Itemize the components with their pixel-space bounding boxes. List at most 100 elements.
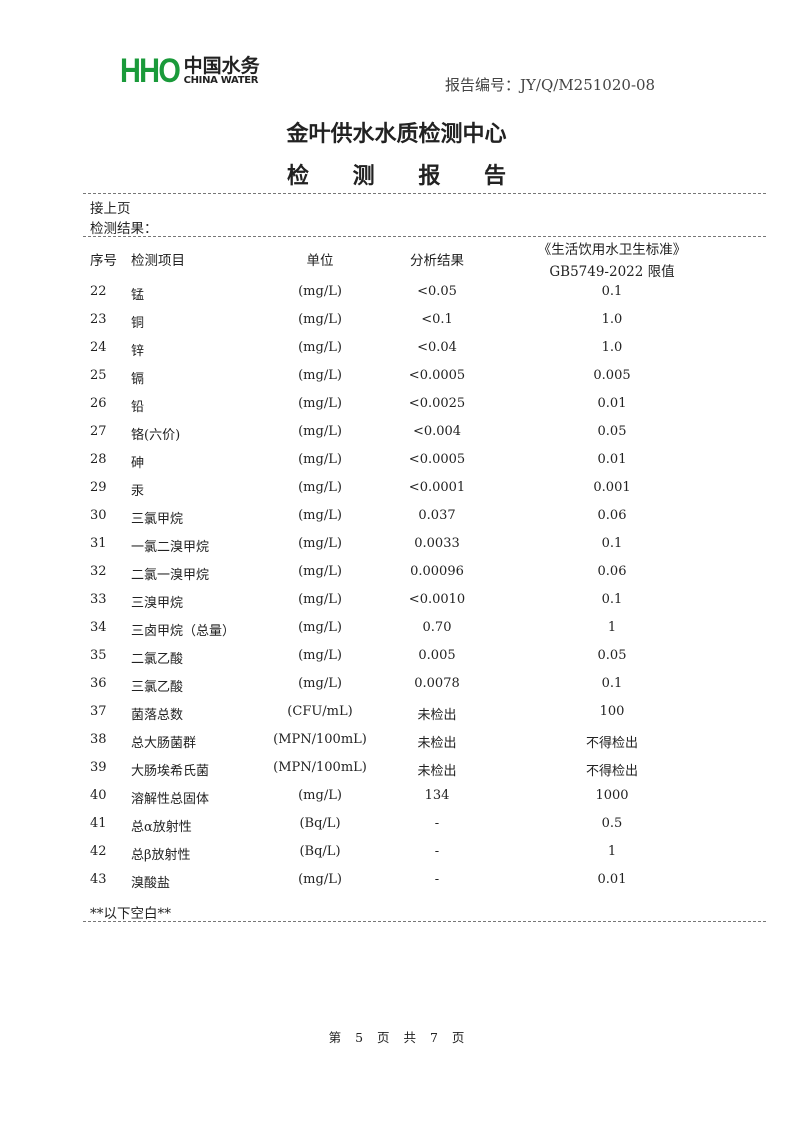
row-number: 43 [90, 872, 107, 887]
end-note: **以下空白** [90, 906, 171, 922]
row-result: 0.0033 [414, 536, 460, 551]
row-item: 汞 [131, 484, 145, 499]
row-unit: (MPN/100mL) [273, 732, 367, 747]
row-number: 42 [90, 844, 107, 859]
row-number: 33 [90, 592, 107, 607]
row-limit: 0.1 [601, 676, 623, 691]
row-number: 38 [90, 732, 107, 747]
row-item: 一氯二溴甲烷 [131, 540, 210, 555]
row-item: 铬(六价) [131, 428, 181, 443]
row-result: 未检出 [417, 736, 457, 751]
row-unit: (mg/L) [298, 340, 342, 355]
row-result: 0.00096 [410, 564, 464, 579]
table-row: 41 总α放射性 (Bq/L) - 0.5 [0, 816, 793, 836]
logo-mark: HHO [120, 52, 181, 90]
row-limit: 不得检出 [585, 736, 638, 751]
table-row: 35 二氯乙酸 (mg/L) 0.005 0.05 [0, 648, 793, 668]
row-limit: 1 [607, 844, 617, 859]
row-unit: (mg/L) [298, 872, 342, 887]
table-row: 33 三溴甲烷 (mg/L) <0.0010 0.1 [0, 592, 793, 612]
row-item: 溶解性总固体 [131, 792, 210, 807]
row-item: 大肠埃希氏菌 [131, 764, 210, 779]
row-number: 32 [90, 564, 107, 579]
row-limit: 0.01 [597, 452, 627, 467]
row-limit: 0.01 [597, 396, 627, 411]
row-unit: (Bq/L) [299, 816, 341, 831]
row-unit: (mg/L) [298, 312, 342, 327]
row-limit: 1.0 [601, 312, 623, 327]
table-row: 34 三卤甲烷（总量） (mg/L) 0.70 1 [0, 620, 793, 640]
row-unit: (mg/L) [298, 284, 342, 299]
row-limit: 0.01 [597, 872, 627, 887]
row-unit: (mg/L) [298, 648, 342, 663]
row-limit: 0.05 [597, 648, 627, 663]
table-row: 22 锰 (mg/L) <0.05 0.1 [0, 284, 793, 304]
col-header-no: 序号 [90, 253, 117, 269]
row-unit: (mg/L) [298, 676, 342, 691]
row-unit: (mg/L) [298, 564, 342, 579]
row-result: <0.05 [417, 284, 457, 299]
row-number: 25 [90, 368, 107, 383]
row-limit: 0.001 [593, 480, 631, 495]
row-number: 34 [90, 620, 107, 635]
row-item: 菌落总数 [131, 708, 184, 723]
row-unit: (mg/L) [298, 620, 342, 635]
row-item: 总α放射性 [131, 820, 192, 835]
logo-cn: 中国水务 [183, 55, 260, 77]
col-header-limit-1: 《生活饮用水卫生标准》 [537, 242, 687, 258]
table-row: 36 三氯乙酸 (mg/L) 0.0078 0.1 [0, 676, 793, 696]
row-number: 28 [90, 452, 107, 467]
col-header-limit-2: GB5749-2022 限值 [549, 264, 675, 280]
continued-label: 接上页 [90, 201, 131, 217]
row-number: 24 [90, 340, 107, 355]
row-result: <0.004 [412, 424, 462, 439]
row-item: 总β放射性 [131, 848, 191, 863]
table-row: 30 三氯甲烷 (mg/L) 0.037 0.06 [0, 508, 793, 528]
row-item: 三溴甲烷 [131, 596, 184, 611]
row-item: 砷 [131, 456, 145, 471]
table-row: 27 铬(六价) (mg/L) <0.004 0.05 [0, 424, 793, 444]
row-result: - [434, 844, 440, 859]
row-number: 40 [90, 788, 107, 803]
row-item: 总大肠菌群 [131, 736, 197, 751]
row-number: 22 [90, 284, 107, 299]
row-result: 未检出 [417, 764, 457, 779]
row-result: - [434, 872, 440, 887]
table-row: 42 总β放射性 (Bq/L) - 1 [0, 844, 793, 864]
row-number: 23 [90, 312, 107, 327]
row-result: 0.005 [418, 648, 456, 663]
row-item: 锌 [131, 344, 145, 359]
row-unit: (CFU/mL) [287, 704, 353, 719]
page-footer: 第 5 页 共 7 页 [328, 1030, 465, 1045]
row-result: <0.0005 [408, 452, 466, 467]
row-limit: 0.1 [601, 536, 623, 551]
row-item: 溴酸盐 [131, 876, 171, 891]
row-item: 铅 [131, 400, 145, 415]
row-limit: 0.06 [597, 508, 627, 523]
divider [83, 921, 766, 922]
row-limit: 0.5 [601, 816, 623, 831]
page-title: 金叶供水水质检测中心 [286, 122, 507, 147]
row-number: 36 [90, 676, 107, 691]
row-result: <0.0010 [408, 592, 466, 607]
row-unit: (mg/L) [298, 788, 342, 803]
row-item: 二氯乙酸 [131, 652, 184, 667]
table-row: 25 镉 (mg/L) <0.0005 0.005 [0, 368, 793, 388]
divider [83, 193, 766, 194]
row-number: 30 [90, 508, 107, 523]
row-unit: (mg/L) [298, 368, 342, 383]
row-limit: 1.0 [601, 340, 623, 355]
row-unit: (Bq/L) [299, 844, 341, 859]
row-item: 三卤甲烷（总量） [131, 624, 236, 639]
col-header-item: 检测项目 [131, 253, 185, 269]
row-number: 27 [90, 424, 107, 439]
row-unit: (mg/L) [298, 452, 342, 467]
row-result: 0.037 [418, 508, 456, 523]
row-number: 37 [90, 704, 107, 719]
page-subtitle: 检 测 报 告 [287, 164, 524, 189]
col-header-unit: 单位 [306, 253, 334, 269]
row-limit: 不得检出 [585, 764, 638, 779]
results-label: 检测结果： [90, 221, 158, 237]
table-row: 43 溴酸盐 (mg/L) - 0.01 [0, 872, 793, 892]
logo-en: CHINA WATER [183, 75, 259, 86]
